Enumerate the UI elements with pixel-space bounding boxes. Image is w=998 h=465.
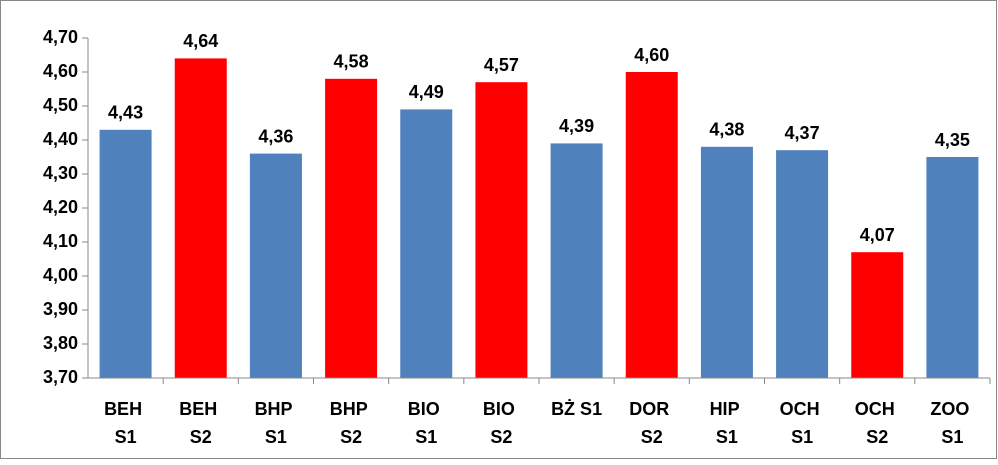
bar [926, 157, 979, 378]
x-tick-label: OCH S1 [780, 399, 825, 447]
y-tick-label: 4,30 [43, 163, 78, 183]
bar [851, 252, 904, 378]
data-label: 4,60 [634, 45, 669, 65]
data-label: 4,37 [785, 123, 820, 143]
y-tick-label: 4,10 [43, 231, 78, 251]
data-label: 4,39 [559, 116, 594, 136]
x-tick-label: OCH S2 [855, 399, 900, 447]
data-label: 4,57 [484, 55, 519, 75]
data-label: 4,49 [409, 82, 444, 102]
x-tick-label: BŻ S1 [551, 399, 602, 419]
y-tick-label: 4,40 [43, 129, 78, 149]
x-tick-label: BEH S2 [179, 399, 222, 447]
bar [776, 150, 829, 378]
x-tick-label: BHP S1 [255, 399, 298, 447]
x-tick-label: BIO S1 [408, 399, 445, 447]
x-tick-label: BEH S1 [104, 399, 147, 447]
data-label: 4,36 [258, 126, 293, 146]
bar [174, 58, 227, 379]
x-tick-label: BIO S2 [483, 399, 520, 447]
data-label: 4,38 [709, 120, 744, 140]
x-tick-label: HIP S1 [710, 399, 745, 447]
y-tick-label: 3,90 [43, 299, 78, 319]
y-tick-label: 4,20 [43, 197, 78, 217]
data-label: 4,07 [860, 225, 895, 245]
y-tick-label: 4,00 [43, 265, 78, 285]
y-tick-label: 4,60 [43, 61, 78, 81]
bar [475, 82, 528, 378]
y-tick-label: 4,70 [43, 27, 78, 47]
data-label: 4,43 [108, 103, 143, 123]
bar [625, 72, 678, 378]
y-tick-label: 3,80 [43, 333, 78, 353]
bar [550, 143, 603, 378]
y-tick-label: 3,70 [43, 367, 78, 387]
data-label: 4,58 [334, 52, 369, 72]
bar [249, 153, 302, 378]
bar [99, 129, 152, 378]
bar [325, 78, 378, 379]
data-label: 4,64 [183, 31, 218, 51]
x-tick-label: BHP S2 [330, 399, 373, 447]
bar [700, 146, 753, 378]
x-tick-label: DOR S2 [629, 399, 674, 447]
data-label: 4,35 [935, 130, 970, 150]
x-tick-label: ZOO S1 [930, 399, 974, 447]
bar [400, 109, 453, 379]
y-tick-label: 4,50 [43, 95, 78, 115]
